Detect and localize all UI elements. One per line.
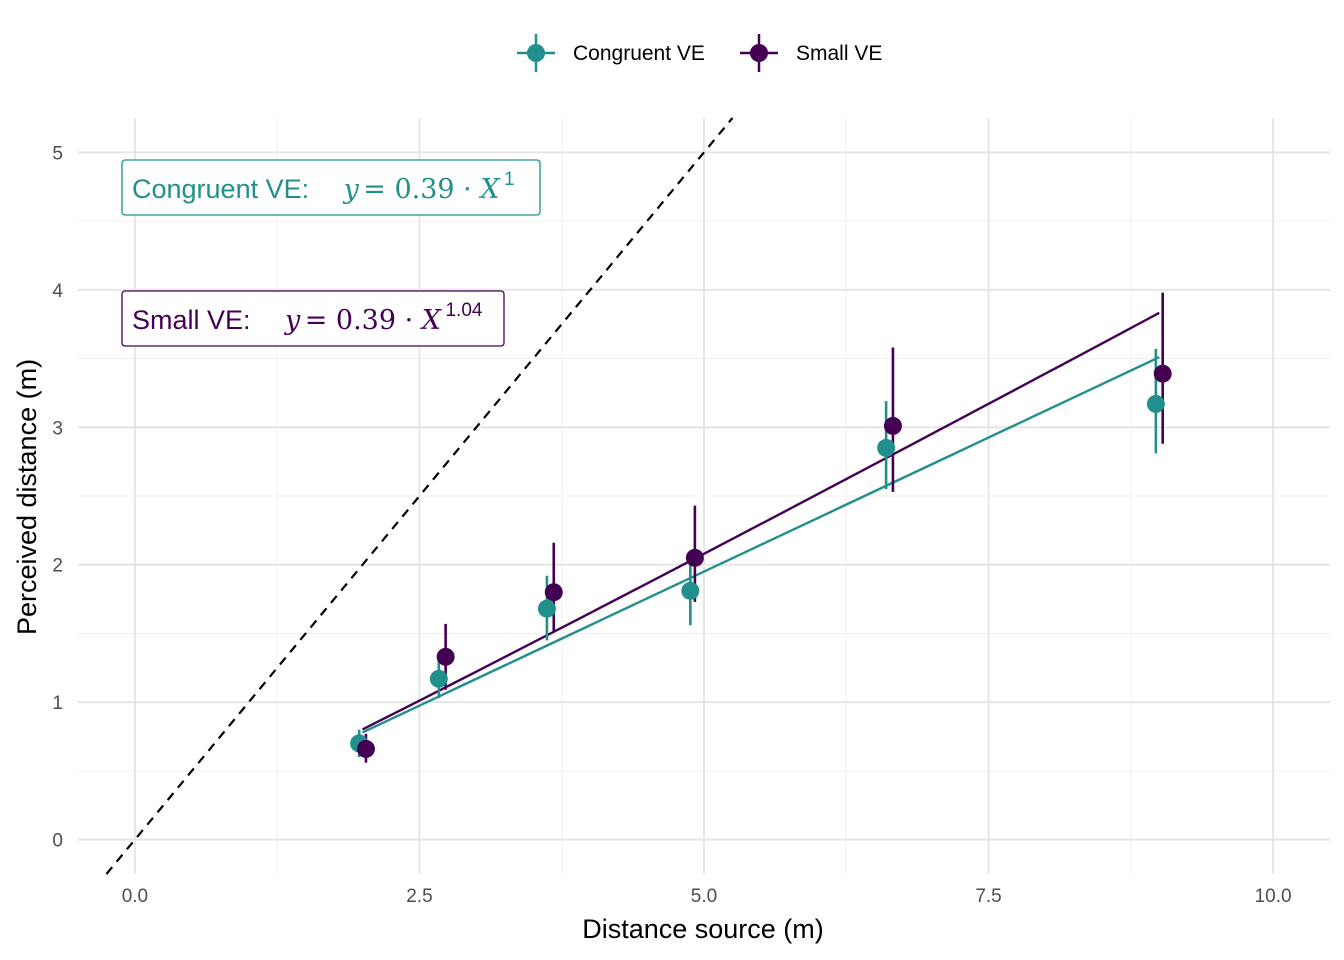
data-point-series-1 [1153,364,1172,383]
legend: Congruent VE Small VE [517,34,882,72]
x-tick-label: 2.5 [406,886,432,907]
annotation-label-congruent: Congruent VE: [132,174,309,204]
legend-item-congruent: Congruent VE [517,34,705,72]
identity-reference-line [105,117,734,875]
fit-line-series-1 [362,311,1160,731]
y-tick-label: 0 [52,831,63,852]
y-tick-label: 2 [52,556,63,577]
grid-major [78,118,1330,874]
reference-line-layer [105,117,734,875]
y-tick-label: 5 [52,143,63,164]
annotation-small: Small VE: y = 0.39 · X 1.04 [121,290,505,347]
data-point-series-0 [537,599,556,618]
legend-label-congruent: Congruent VE [573,42,705,65]
x-tick-label: 7.5 [975,886,1001,907]
legend-label-small: Small VE [796,42,882,65]
legend-key-congruent-point [527,44,545,62]
legend-key-small-point [750,44,768,62]
data-point-series-1 [883,416,902,435]
annotation-lhs-small: y [284,305,301,336]
annotation-box-small [121,290,505,347]
y-tick-label: 3 [52,418,63,439]
annotation-exp-small: 1.04 [445,300,482,321]
annotation-exp-congruent: 1 [504,169,515,190]
y-tick-label: 4 [52,281,63,302]
data-point-series-0 [1146,394,1165,413]
data-point-series-0 [877,438,896,457]
y-axis-title: Perceived distance (m) [12,359,42,635]
annotation-var-congruent: X [478,174,501,205]
annotation-congruent: Congruent VE: y = 0.39 · X 1 [121,159,541,216]
annotation-text-small: Small VE: y = 0.39 · X 1.04 [132,300,483,336]
annotation-text-congruent: Congruent VE: y = 0.39 · X 1 [132,169,515,205]
x-tick-label: 10.0 [1255,886,1292,907]
data-point-series-0 [681,581,700,600]
x-tick-label: 5.0 [691,886,717,907]
annotation-box-congruent [121,159,541,216]
annotation-eq-small: = 0.39 · [305,305,422,336]
data-points [350,292,1172,763]
data-point-series-1 [685,548,704,567]
y-axis-ticks: 0 1 2 3 4 5 [52,143,63,851]
x-tick-label: 0.0 [122,886,148,907]
fit-lines [362,311,1160,734]
data-point-series-1 [356,739,375,758]
data-point-series-1 [544,583,563,602]
y-tick-label: 1 [52,693,63,714]
fit-line-series-0 [362,356,1160,734]
annotation-var-small: X [420,305,443,336]
annotation-label-small: Small VE: [132,305,251,335]
annotation-lhs-congruent: y [343,174,360,205]
legend-item-small: Small VE [740,34,882,72]
x-axis-ticks: 0.0 2.5 5.0 7.5 10.0 [122,886,1292,907]
data-point-series-1 [436,647,455,666]
data-point-series-0 [429,669,448,688]
annotation-eq-congruent: = 0.39 · [363,174,480,205]
x-axis-title: Distance source (m) [582,914,824,944]
